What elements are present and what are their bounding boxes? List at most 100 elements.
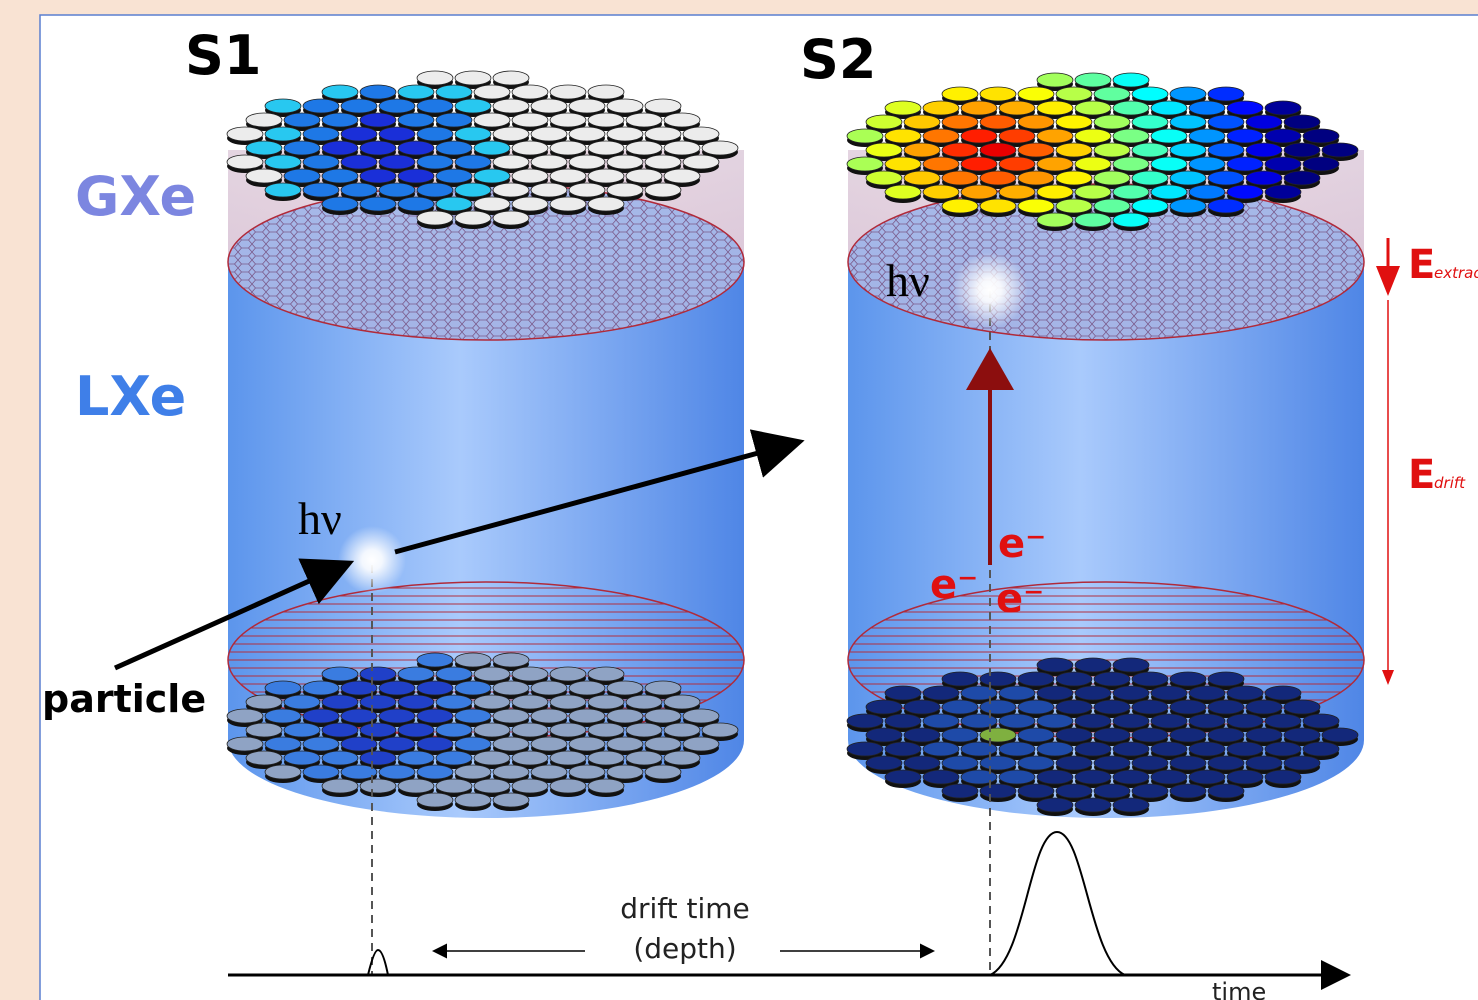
pmt	[1074, 156, 1112, 172]
pmt	[941, 114, 979, 130]
pmt	[941, 86, 979, 102]
pmt	[340, 154, 378, 170]
pmt	[1188, 156, 1226, 172]
pmt	[302, 154, 340, 170]
pmt	[397, 140, 435, 156]
pmt	[340, 736, 378, 752]
pmt	[454, 652, 492, 668]
pmt	[1226, 156, 1264, 172]
pmt	[435, 722, 473, 738]
pmt	[511, 694, 549, 710]
pmt	[644, 680, 682, 696]
pmt	[1169, 170, 1207, 186]
time-axis-label: time	[1212, 978, 1266, 1000]
pmt	[1245, 142, 1283, 158]
pmt	[903, 142, 941, 158]
pmt	[302, 98, 340, 114]
pmt	[941, 142, 979, 158]
pmt	[397, 750, 435, 766]
pmt	[1074, 657, 1112, 673]
pmt	[492, 764, 530, 780]
pmt	[1302, 741, 1340, 757]
pmt	[644, 98, 682, 114]
pmt	[1207, 727, 1245, 743]
pmt	[979, 699, 1017, 715]
pmt	[587, 722, 625, 738]
pmt	[397, 84, 435, 100]
pmt	[922, 685, 960, 701]
pmt	[492, 210, 530, 226]
pmt	[340, 98, 378, 114]
pmt	[1036, 713, 1074, 729]
pmt	[473, 168, 511, 184]
pmt	[663, 168, 701, 184]
pmt	[416, 792, 454, 808]
pmt	[1074, 685, 1112, 701]
pmt	[941, 198, 979, 214]
pmt	[1036, 128, 1074, 144]
pmt	[1169, 198, 1207, 214]
pmt	[941, 671, 979, 687]
pmt	[530, 680, 568, 696]
pmt	[454, 126, 492, 142]
pmt	[1131, 783, 1169, 799]
pmt	[511, 140, 549, 156]
pmt	[1017, 671, 1055, 687]
pmt	[511, 84, 549, 100]
photon-label: hν	[298, 493, 342, 544]
pmt	[865, 114, 903, 130]
pmt	[1131, 170, 1169, 186]
pmt	[435, 140, 473, 156]
pmt	[1207, 142, 1245, 158]
pmt	[1093, 170, 1131, 186]
pmt	[1112, 72, 1150, 88]
pmt	[1150, 685, 1188, 701]
pmt	[283, 750, 321, 766]
pmt	[359, 168, 397, 184]
pmt	[682, 708, 720, 724]
pmt	[663, 750, 701, 766]
pmt	[1302, 128, 1340, 144]
pmt	[568, 98, 606, 114]
pmt	[1321, 727, 1359, 743]
pmt	[922, 156, 960, 172]
pmt	[606, 154, 644, 170]
pmt	[359, 196, 397, 212]
pmt	[1093, 755, 1131, 771]
pmt	[1264, 713, 1302, 729]
drift-time-label: drift time	[620, 892, 750, 925]
pmt	[865, 170, 903, 186]
particle-arrow	[113, 558, 355, 671]
pmt	[625, 694, 663, 710]
pmt	[1112, 184, 1150, 200]
pmt	[1169, 783, 1207, 799]
pmt	[378, 182, 416, 198]
pmt	[1055, 755, 1093, 771]
pmt	[473, 140, 511, 156]
pmt	[1226, 713, 1264, 729]
pmt	[1093, 198, 1131, 214]
pmt	[1074, 769, 1112, 785]
pmt	[359, 778, 397, 794]
pmt	[416, 70, 454, 86]
pmt	[1036, 184, 1074, 200]
pmt	[663, 722, 701, 738]
pmt	[1036, 797, 1074, 813]
pmt	[283, 140, 321, 156]
pmt	[1131, 114, 1169, 130]
pmt	[1112, 769, 1150, 785]
pmt	[1055, 671, 1093, 687]
electron-label: e⁻	[930, 562, 978, 608]
pmt	[568, 154, 606, 170]
pmt	[1150, 713, 1188, 729]
pmt	[998, 713, 1036, 729]
pmt	[1036, 685, 1074, 701]
pmt	[1074, 212, 1112, 228]
pmt	[1055, 142, 1093, 158]
pmt	[1112, 797, 1150, 813]
pmt	[1226, 100, 1264, 116]
s1-to-s2-arrow	[394, 429, 805, 555]
pmt	[587, 694, 625, 710]
pmt	[226, 154, 264, 170]
pmt	[226, 708, 264, 724]
